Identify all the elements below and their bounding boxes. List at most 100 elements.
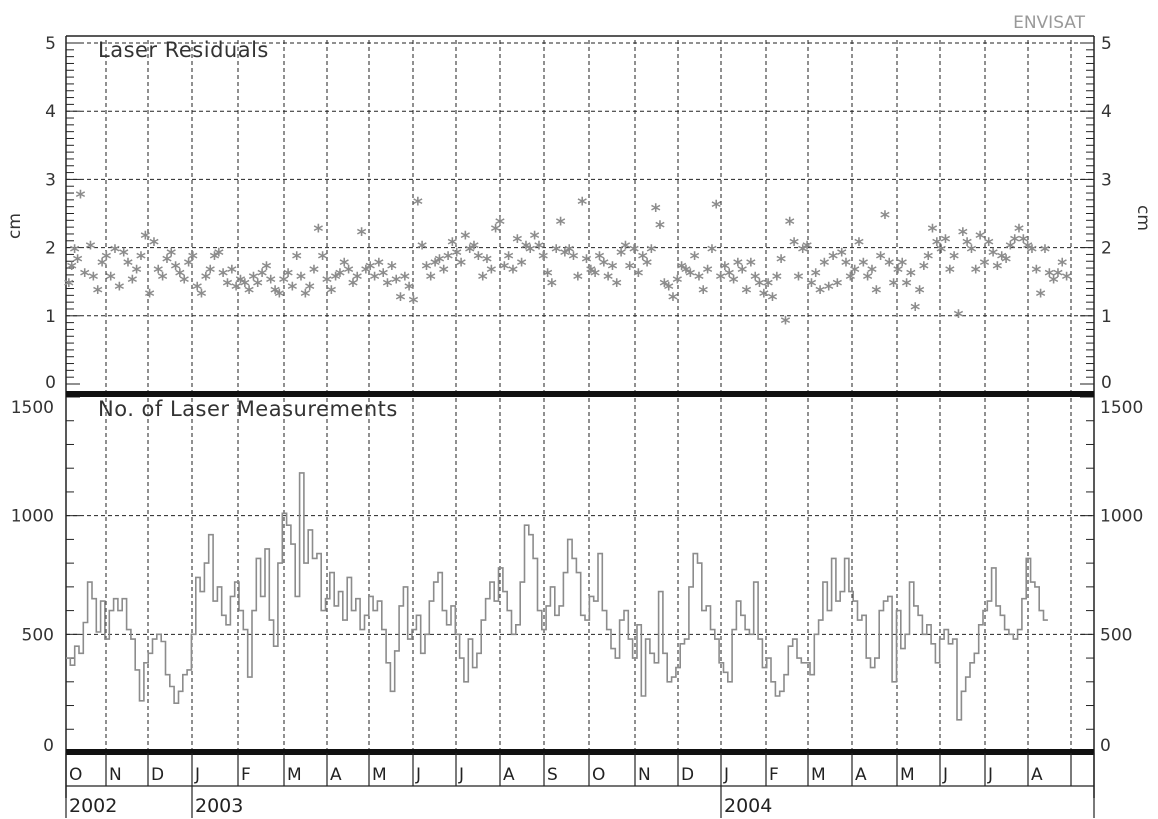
residual-point: *: [755, 275, 765, 297]
month-label: F: [769, 765, 779, 785]
residual-point: *: [365, 258, 375, 280]
residual-point: *: [70, 241, 80, 263]
residual-point: *: [672, 272, 682, 294]
residual-point: *: [521, 238, 531, 260]
residual-point: *: [1005, 238, 1015, 260]
residual-point: *: [530, 227, 540, 249]
year-label: 2004: [724, 795, 772, 817]
residual-point: *: [607, 258, 617, 280]
residual-point: *: [205, 261, 215, 283]
residual-point: *: [101, 248, 111, 270]
residual-point: *: [616, 244, 626, 266]
residual-point: *: [192, 279, 202, 301]
residual-point: *: [551, 241, 561, 263]
residual-point: *: [690, 248, 700, 270]
residual-point: *: [348, 275, 358, 297]
residual-point: *: [326, 282, 336, 304]
residual-point: *: [504, 248, 514, 270]
residual-point: *: [971, 261, 981, 283]
residual-point: *: [253, 275, 263, 297]
residuals-grid: [66, 40, 1094, 392]
residual-point: *: [357, 224, 367, 246]
panel-divider: [66, 391, 1094, 397]
residual-point: *: [664, 279, 674, 301]
residual-point: *: [153, 261, 163, 283]
residual-point: *: [223, 275, 233, 297]
month-label: O: [592, 765, 605, 785]
measurements-right-tick-label: 1500: [1100, 398, 1143, 418]
residual-point: *: [478, 268, 488, 290]
residual-point: *: [902, 275, 912, 297]
month-label: N: [638, 765, 651, 785]
residual-point: *: [257, 265, 267, 287]
residual-point: *: [201, 268, 211, 290]
residual-point: *: [266, 272, 276, 294]
residual-point: *: [235, 272, 245, 294]
residual-point: *: [93, 282, 103, 304]
residual-point: *: [633, 265, 643, 287]
residual-point: *: [140, 227, 150, 249]
residual-point: *: [171, 258, 181, 280]
residual-point: *: [945, 261, 955, 283]
residual-point: *: [884, 255, 894, 277]
residual-point: *: [274, 285, 284, 307]
residual-point: *: [582, 251, 592, 273]
residuals-right-tick-label: 5: [1101, 34, 1112, 54]
residual-point: *: [724, 265, 734, 287]
residual-point: *: [651, 200, 661, 222]
residual-point: *: [175, 265, 185, 287]
residuals-left-tick-label: 5: [45, 34, 56, 54]
residuals-right-tick-label: 2: [1101, 239, 1112, 259]
residual-point: *: [309, 261, 319, 283]
residual-point: *: [404, 279, 414, 301]
residual-point: *: [655, 217, 665, 239]
residual-point: *: [594, 248, 604, 270]
month-label: N: [109, 765, 122, 785]
measurements-right-tick-label: 1000: [1100, 507, 1143, 527]
residual-point: *: [815, 282, 825, 304]
residual-point: *: [742, 282, 752, 304]
month-label: S: [547, 765, 558, 785]
residual-point: *: [811, 265, 821, 287]
residual-point: *: [305, 279, 315, 301]
residual-point: *: [547, 275, 557, 297]
month-label: A: [1031, 765, 1043, 785]
x-axis-baseline: [66, 749, 1094, 755]
residual-point: *: [335, 265, 345, 287]
year-axis: 2002 2003 2004: [65, 786, 1095, 818]
residual-point: *: [642, 255, 652, 277]
residual-point: *: [1053, 265, 1063, 287]
residual-point: *: [1018, 231, 1028, 253]
measurements-left-tick-label: 0: [43, 736, 54, 756]
residual-point: *: [370, 268, 380, 290]
month-label: M: [811, 765, 826, 785]
residual-point: *: [590, 265, 600, 287]
residual-point: *: [768, 289, 778, 311]
residual-point: *: [210, 248, 220, 270]
month-label: J: [458, 765, 464, 785]
residual-point: *: [86, 238, 96, 260]
residual-point: *: [149, 234, 159, 256]
residual-point: *: [936, 241, 946, 263]
residual-point: *: [421, 258, 431, 280]
residual-point: *: [127, 272, 137, 294]
residuals-y-axis-label-right: cm: [1133, 205, 1153, 231]
residual-point: *: [750, 268, 760, 290]
residual-point: *: [837, 244, 847, 266]
residual-point: *: [179, 272, 189, 294]
measurements-right-tick-label: 500: [1100, 625, 1132, 645]
measurements-left-tick-label: 1000: [11, 507, 54, 527]
month-label: J: [415, 765, 421, 785]
residual-point: *: [469, 238, 479, 260]
residual-point: *: [997, 248, 1007, 270]
residual-point: *: [292, 248, 302, 270]
month-label: F: [241, 765, 251, 785]
residual-point: *: [331, 268, 341, 290]
residual-point: *: [729, 272, 739, 294]
residual-point: *: [387, 258, 397, 280]
residual-point: *: [396, 289, 406, 311]
residual-point: *: [543, 265, 553, 287]
residual-point: *: [928, 221, 938, 243]
